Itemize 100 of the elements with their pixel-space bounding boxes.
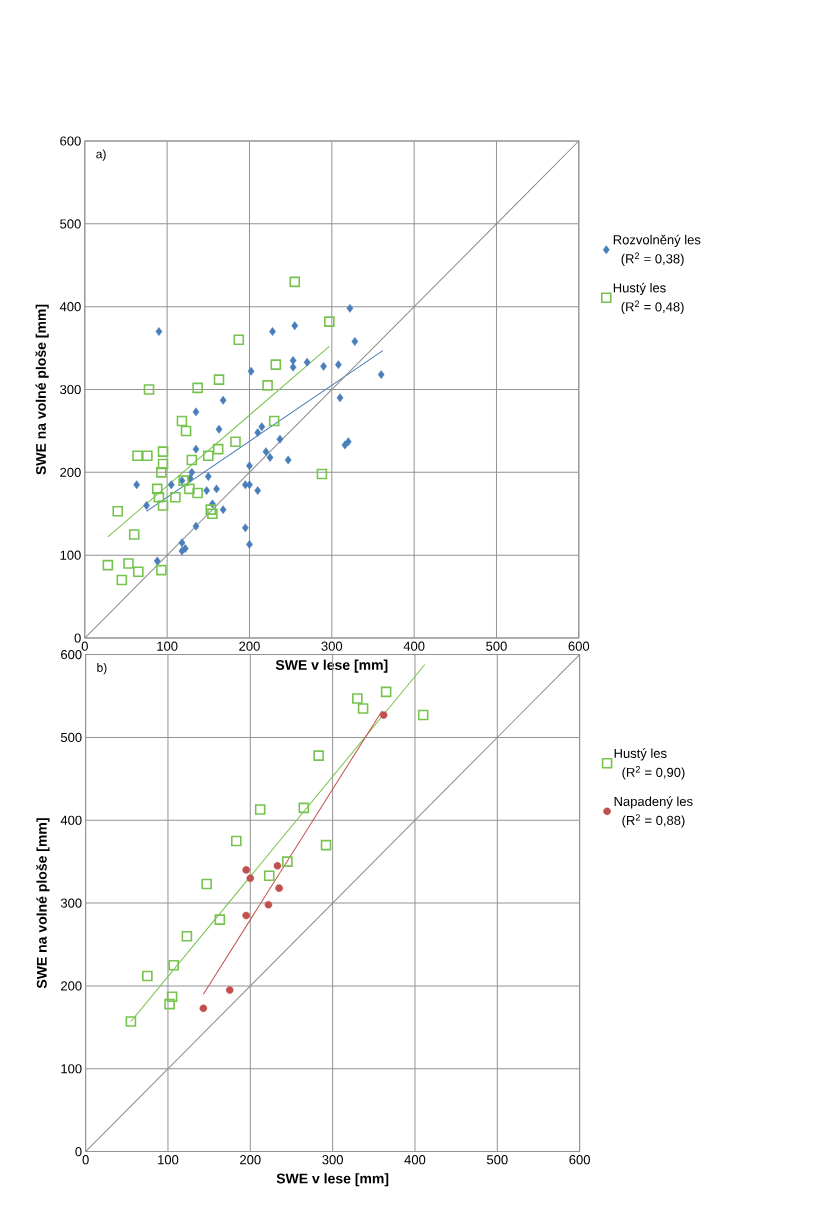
point [128,529,140,540]
x-axis-title: SWE v lese [mm] [275,659,388,673]
point [335,360,342,370]
point [247,366,255,376]
point [219,395,227,405]
point [351,337,359,346]
y-tick-label: 600 [60,136,81,146]
x-tick-label: 400 [404,1155,426,1165]
x-tick-label: 500 [486,641,507,651]
legend-label: Hustý les [614,748,667,761]
point [341,440,349,450]
y-tick-label: 400 [60,815,82,825]
point [133,566,144,578]
point [313,750,324,761]
y-tick-label: 200 [61,981,82,991]
point [157,458,169,470]
point [268,415,280,427]
point [164,998,175,1010]
point [264,900,273,909]
y-tick-label: 300 [60,898,82,908]
point [180,425,192,437]
y-tick-label: 0 [74,633,81,643]
point [199,1004,208,1013]
point [155,327,163,336]
point [357,703,369,714]
point [233,334,245,346]
point [380,686,392,698]
point [242,523,249,533]
point [231,835,242,847]
point [230,436,241,448]
point [112,505,124,517]
point [170,491,181,503]
point [254,486,262,495]
point [153,491,165,503]
point [153,556,161,566]
y-tick-label: 600 [61,649,82,660]
point [273,862,282,870]
point [181,930,193,942]
point [204,472,212,481]
point [102,559,114,571]
point [303,357,311,367]
point [270,359,282,370]
y-tick-label: 100 [61,1064,82,1074]
point [132,450,143,462]
y-tick-label: 500 [60,732,82,743]
point [125,1016,137,1027]
point [207,508,218,520]
text: (R$^{2}$ = 0,88) [622,814,685,828]
point [417,709,429,721]
point [142,970,153,982]
point [289,276,301,288]
text: b) [97,663,107,675]
point [213,374,225,385]
point [246,874,255,883]
point [219,505,227,515]
point [167,480,175,490]
point [192,407,200,417]
x-tick-label: 100 [158,1155,179,1165]
point [205,504,217,515]
point [212,443,224,455]
point [143,384,155,395]
point [203,450,214,462]
point [192,521,200,531]
x-tick-label: 300 [322,1155,343,1165]
x-tick-label: 600 [568,641,590,651]
point [188,467,196,477]
x-tick-label: 200 [239,641,260,651]
point [246,461,253,471]
point [201,878,212,890]
legend-label: Napadený les [614,796,693,809]
y-axis-title: SWE na volné ploše [mm] [35,304,49,475]
legend-label: Hustý les [613,282,666,296]
point [377,370,385,380]
point [176,415,188,427]
point [133,480,141,490]
point [192,444,200,454]
point [254,804,266,815]
x-tick-label: 200 [240,1155,261,1165]
point [156,467,167,478]
point [246,540,253,549]
text: (R$^{2}$ = 0,38) [621,252,684,266]
legend-label: Rozvolněný les [613,234,701,247]
point [157,500,169,511]
point [282,856,293,867]
x-tick-label: 500 [486,1155,508,1165]
text: (R$^{2}$ = 0,48) [621,300,684,315]
point [168,959,180,971]
point [291,321,299,331]
point [242,866,250,874]
point [352,693,363,704]
point [346,303,354,313]
point [379,711,388,719]
x-tick-label: 100 [157,641,178,651]
point [298,802,310,814]
point [266,453,274,462]
point [192,382,203,394]
point [258,422,266,432]
point [184,483,195,495]
point [269,327,276,336]
point [166,991,178,1002]
